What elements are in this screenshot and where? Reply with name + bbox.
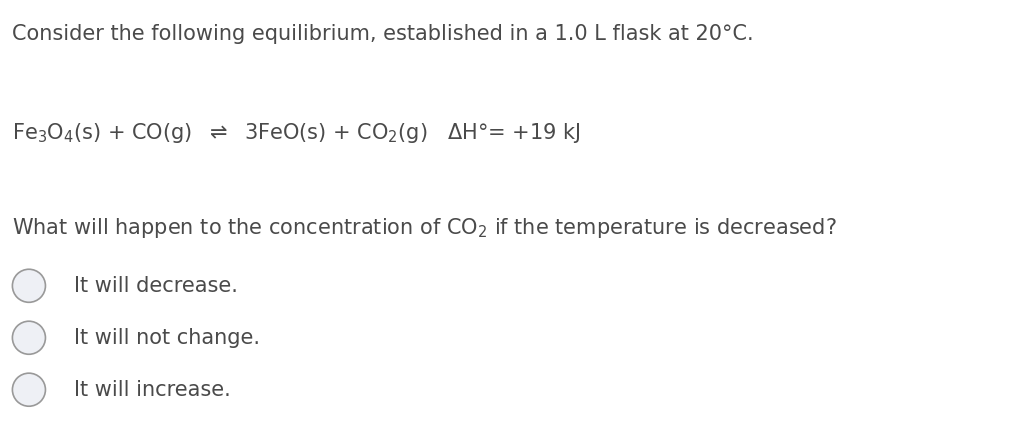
Text: It will decrease.: It will decrease. [74, 276, 239, 296]
Text: What will happen to the concentration of CO$_2$ if the temperature is decreased?: What will happen to the concentration of… [12, 216, 837, 240]
Text: It will increase.: It will increase. [74, 380, 231, 400]
Ellipse shape [12, 321, 45, 354]
Text: It will not change.: It will not change. [74, 328, 260, 348]
Ellipse shape [12, 269, 45, 302]
Ellipse shape [12, 373, 45, 406]
Text: Fe$_3$O$_4$(s) + CO(g)  $\rightleftharpoons$  3FeO(s) + CO$_2$(g)   $\Delta$H°= : Fe$_3$O$_4$(s) + CO(g) $\rightleftharpoo… [12, 121, 581, 145]
Text: Consider the following equilibrium, established in a 1.0 L flask at 20°C.: Consider the following equilibrium, esta… [12, 24, 754, 44]
